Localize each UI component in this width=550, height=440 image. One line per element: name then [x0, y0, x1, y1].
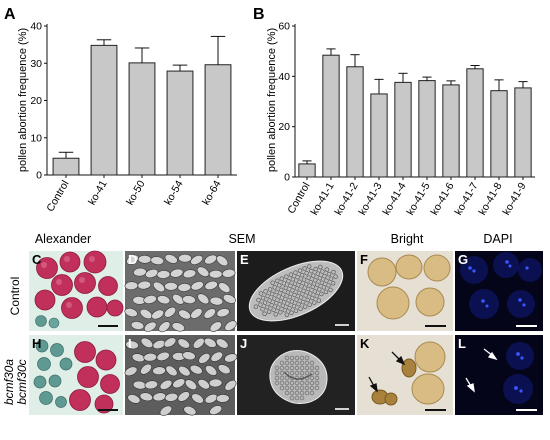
chart-b-bar: [490, 90, 508, 178]
panel-label-d: D: [128, 252, 137, 267]
chart-b-y-axis-title: pollen abortion frequence (%): [266, 28, 278, 172]
chart-a-y-tick-label: 20: [30, 95, 42, 107]
chart-b-bar: [418, 80, 436, 178]
chart-a-x-tick-label: ko-64: [200, 178, 224, 207]
chart-b-bar: [322, 54, 340, 178]
panel-label-b: B: [253, 6, 265, 23]
chart-a-x-tick-label: ko-50: [124, 178, 148, 207]
micrograph-j-sem-mutant-grain: J: [237, 335, 355, 415]
chart-a-y-tick-label: 30: [30, 58, 42, 70]
chart-b-y-tick-label: 20: [278, 121, 290, 133]
chart-a-bar: [128, 62, 156, 176]
chart-a: A pollen abortion frequence (%) 0 10 20 30 4…: [4, 6, 237, 214]
micrograph-d-sem-control: D: [124, 251, 237, 333]
micrograph-g-dapi-control: G: [455, 251, 543, 331]
chart-b: B pollen abortion frequence (%) 0204060C…: [253, 6, 535, 217]
chart-b-bar: [514, 87, 532, 178]
panel-label-a: A: [4, 6, 16, 23]
row-label-mutant-line-1: bcmf30a: [2, 359, 16, 405]
arrow-icon: [465, 348, 498, 393]
micrograph-c-alexander-control: C: [29, 250, 124, 331]
row-label-mutant-line-2: bcmf30c: [15, 359, 29, 404]
chart-b-bar: [298, 163, 316, 178]
micrograph-e-sem-control-grain: E: [237, 251, 355, 331]
panel-label-j: J: [240, 336, 247, 351]
chart-a-x-tick-label: ko-54: [162, 178, 186, 207]
chart-a-y-tick-label: 40: [30, 21, 42, 33]
row-label-control: Control: [8, 277, 22, 316]
micrograph-h-alexander-mutant: H: [29, 335, 123, 415]
panel-label-k: K: [360, 336, 370, 351]
column-header-dapi: DAPI: [483, 232, 512, 246]
column-header-alexander: Alexander: [35, 232, 91, 246]
chart-b-y-tick-label: 60: [278, 21, 290, 33]
chart-b-bar: [394, 81, 412, 178]
chart-a-y-axis-title: pollen abortion frequence (%): [17, 28, 29, 172]
panel-label-i: I: [128, 336, 132, 351]
panel-label-g: G: [458, 252, 468, 267]
chart-a-plot: 0 10 20 30 40 Control ko-41 ko-50 ko-54 ko-64: [30, 21, 237, 214]
chart-a-bar: [90, 44, 118, 176]
chart-b-y-tick-label: 40: [278, 71, 290, 83]
micrograph-f-bright-control: F: [357, 251, 453, 331]
chart-a-bar: [166, 70, 194, 176]
panel-label-e: E: [240, 252, 249, 267]
chart-a-bar: [52, 157, 80, 176]
micrograph-k-bright-mutant: K: [357, 335, 453, 415]
arrow-icon: [368, 351, 406, 393]
chart-a-bar: [204, 64, 232, 176]
chart-b-x-tick-label: ko-41-9: [500, 180, 528, 217]
chart-a-x-tick-label: ko-41: [86, 178, 110, 207]
panel-label-l: L: [458, 336, 466, 351]
column-header-bright: Bright: [391, 232, 424, 246]
panel-label-c: C: [32, 252, 42, 267]
chart-b-y-tick-label: 0: [284, 172, 290, 184]
chart-b-bar: [370, 93, 388, 178]
chart-a-x-tick-label: Control: [44, 179, 71, 214]
chart-a-y-tick-label: 0: [36, 170, 42, 182]
panel-label-f: F: [360, 252, 368, 267]
micrograph-i-sem-mutant: I: [124, 335, 238, 416]
panel-label-h: H: [32, 336, 41, 351]
chart-a-y-tick-label: 10: [30, 132, 42, 144]
chart-b-bar: [466, 68, 484, 178]
chart-b-bar: [346, 66, 364, 178]
chart-b-bar: [442, 84, 460, 178]
chart-b-plot: 0204060Controlko-41-1ko-41-2ko-41-3ko-41…: [278, 21, 535, 217]
micrograph-l-dapi-mutant: L: [455, 335, 543, 415]
column-header-sem: SEM: [228, 232, 255, 246]
